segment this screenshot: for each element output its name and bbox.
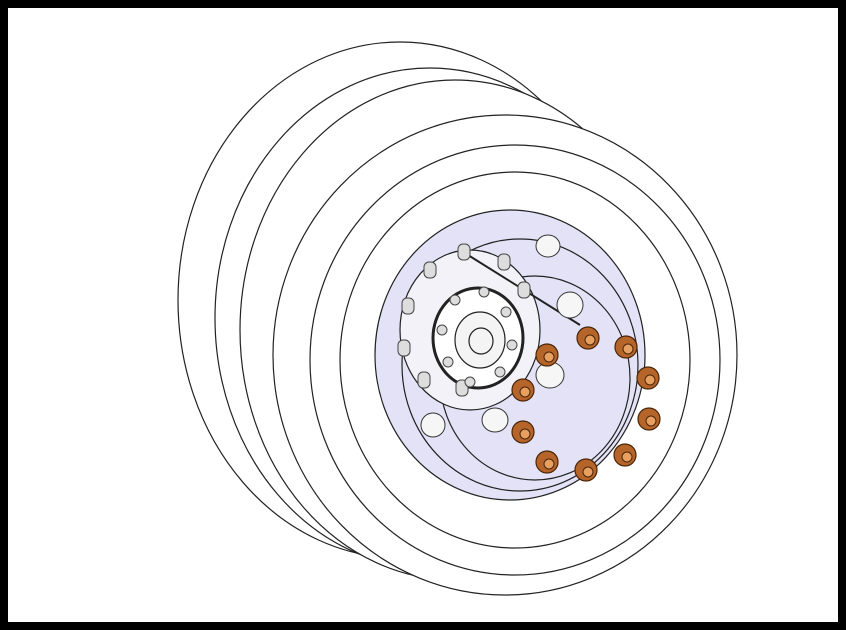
stud — [517, 281, 531, 299]
stud — [457, 243, 471, 261]
lug-nut-top — [644, 374, 656, 386]
stud — [436, 324, 448, 336]
lug-nuts — [511, 326, 661, 482]
lug-nut-top — [582, 466, 594, 478]
hub-cap — [454, 311, 506, 369]
lug-nut-top — [621, 451, 633, 463]
tire-outline — [177, 41, 738, 596]
stud — [417, 371, 431, 389]
stud — [494, 366, 506, 378]
stud — [500, 306, 512, 318]
hole — [481, 407, 509, 433]
hub-center — [468, 327, 494, 355]
lug-nut-top — [622, 343, 634, 355]
stud — [401, 297, 415, 315]
stud — [506, 339, 518, 351]
stud — [449, 294, 461, 306]
lug-nut-top — [645, 415, 657, 427]
hole — [420, 412, 446, 438]
lug-nut-top — [543, 351, 555, 363]
hole — [535, 234, 561, 258]
lug-nut-top — [519, 386, 531, 398]
stud — [423, 261, 437, 279]
studs — [397, 243, 531, 397]
stud — [464, 376, 476, 388]
lug-nut-top — [519, 428, 531, 440]
stud — [442, 356, 454, 368]
hole — [556, 291, 584, 319]
sidewall-ring — [309, 144, 721, 576]
rim-holes — [420, 234, 584, 438]
rim-edge — [339, 171, 691, 549]
stud — [497, 253, 511, 271]
lug-nut-top — [543, 458, 555, 470]
rim-ring — [401, 238, 639, 492]
stud — [478, 286, 490, 298]
stud — [397, 339, 411, 357]
lug-nut-top — [584, 334, 596, 346]
